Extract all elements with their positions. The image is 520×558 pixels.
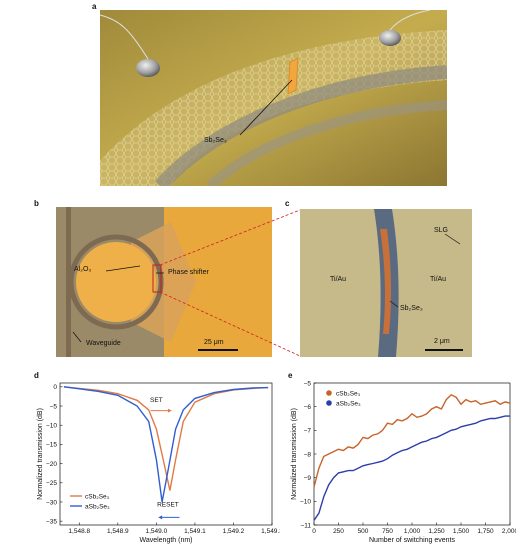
x-tick-label: 2,000 <box>502 528 516 535</box>
legend-label: cSb₂Se₃ <box>336 390 361 397</box>
y-tick-label: −10 <box>46 423 57 430</box>
y-tick-label: −15 <box>46 442 57 449</box>
y-tick-label: 0 <box>53 384 57 391</box>
x-tick-label: 1,549.0 <box>146 528 168 535</box>
scale-label-b: 25 μm <box>204 339 224 346</box>
y-tick-label: −25 <box>46 480 57 487</box>
zoom-line-bottom <box>159 291 301 357</box>
y-tick-label: −5 <box>304 380 312 387</box>
legend-swatch <box>326 390 332 396</box>
panel-letter-a: a <box>92 2 97 11</box>
x-axis-label: Wavelength (nm) <box>139 537 192 544</box>
panel-letter-d: d <box>34 371 39 380</box>
y-tick-label: −6 <box>304 404 312 411</box>
y-tick-label: −5 <box>50 403 58 410</box>
legend-swatch <box>326 400 332 406</box>
reset-label: RESET <box>157 502 179 509</box>
y-tick-label: −11 <box>300 522 311 529</box>
panel-letter-e: e <box>288 371 293 380</box>
tiau-right-label: Ti/Au <box>430 276 447 283</box>
series-line-asb2se3 <box>313 415 510 521</box>
x-tick-label: 1,500 <box>453 528 470 535</box>
phase-shifter-label: Phase shifter <box>168 269 209 276</box>
tiau-left-label: Ti/Au <box>330 276 347 283</box>
panel-a-render: Sb₂Se₃ <box>100 10 447 186</box>
y-tick-label: −8 <box>304 451 312 458</box>
scale-bar-c <box>425 349 463 351</box>
waveguide-pointer <box>72 331 82 343</box>
left-probe-wire <box>100 14 149 60</box>
reset-arrowhead <box>158 515 163 520</box>
y-tick-label: −30 <box>46 499 57 506</box>
chart-d: 1,548.8 1,548.9 1,549.0 1,549.1 1,549.2 1,549… <box>37 382 280 544</box>
panel-a-svg <box>100 10 447 186</box>
sb2se3-label-c: Sb₂Se₃ <box>400 305 423 312</box>
x-tick-label: 1,548.9 <box>107 528 129 535</box>
y-tick-label: −20 <box>46 461 57 468</box>
legend-label: cSb₂Se₃ <box>85 493 110 500</box>
legend-label: aSb₂Se₃ <box>336 400 361 407</box>
scale-bar-b <box>198 349 238 351</box>
y-axis-label: Normalized transmission (dB) <box>291 408 298 500</box>
x-tick-label: 1,750 <box>477 528 494 535</box>
x-tick-label: 1,549.3 <box>261 528 280 535</box>
panel-b-svg <box>56 207 272 357</box>
left-probe-dome <box>136 59 160 77</box>
al2o3-disk <box>76 242 156 322</box>
panel-c-micrograph: SLG Ti/Au Ti/Au Sb₂Se₃ 2 μm <box>300 209 472 357</box>
series-line-asb2se3 <box>63 386 269 503</box>
x-tick-label: 1,250 <box>428 528 445 535</box>
chart-e: 0 250 500 750 1,000 1,250 1,500 1,750 2,000 −11 −1… <box>291 380 516 544</box>
sb2se3-strip-c <box>380 229 392 334</box>
x-tick-label: 1,549.2 <box>223 528 245 535</box>
plot-frame <box>59 382 273 526</box>
waveguide-label: Waveguide <box>86 340 121 347</box>
x-tick-label: 0 <box>312 528 316 535</box>
y-axis-label: Normalized transmission (dB) <box>37 408 44 500</box>
al2o3-pointer <box>105 265 141 272</box>
zoom-line-top <box>159 209 301 266</box>
slg-pointer <box>444 233 461 245</box>
y-tick-label: −35 <box>46 518 57 525</box>
waveguide-ring <box>154 65 447 186</box>
panel-letter-c: c <box>285 199 290 208</box>
legend-label: aSb₂Se₃ <box>85 503 110 510</box>
sb2se3-label: Sb₂Se₃ <box>204 137 227 144</box>
waveguide-bus <box>206 100 447 186</box>
x-tick-label: 1,000 <box>404 528 421 535</box>
right-probe-dome <box>379 30 401 46</box>
x-tick-label: 1,549.1 <box>184 528 206 535</box>
x-tick-label: 1,548.8 <box>68 528 90 535</box>
panel-c-svg <box>300 209 472 357</box>
panel-b-micrograph: Al₂O₃ Phase shifter Waveguide 25 μm <box>56 207 272 357</box>
y-tick-label: −9 <box>304 475 312 482</box>
phase-shifter-box <box>152 264 162 293</box>
right-probe-wire <box>389 10 431 31</box>
set-arrowhead <box>167 408 172 413</box>
x-tick-label: 250 <box>333 528 344 535</box>
x-tick-label: 500 <box>358 528 369 535</box>
x-tick-label: 750 <box>382 528 393 535</box>
sb2se3-pointer <box>239 79 293 136</box>
sb2se3-pointer-c <box>389 300 399 308</box>
y-tick-label: −10 <box>300 499 311 506</box>
set-label: SET <box>150 397 163 404</box>
y-tick-label: −7 <box>304 428 312 435</box>
panel-letter-b: b <box>34 199 39 208</box>
series-line-csb2se3 <box>313 393 511 488</box>
slg-label: SLG <box>434 227 449 234</box>
x-axis-label: Number of switching events <box>369 537 455 544</box>
series-line-csb2se3 <box>63 386 269 491</box>
scale-label-c: 2 μm <box>434 338 450 345</box>
al2o3-label: Al₂O₃ <box>74 266 92 273</box>
